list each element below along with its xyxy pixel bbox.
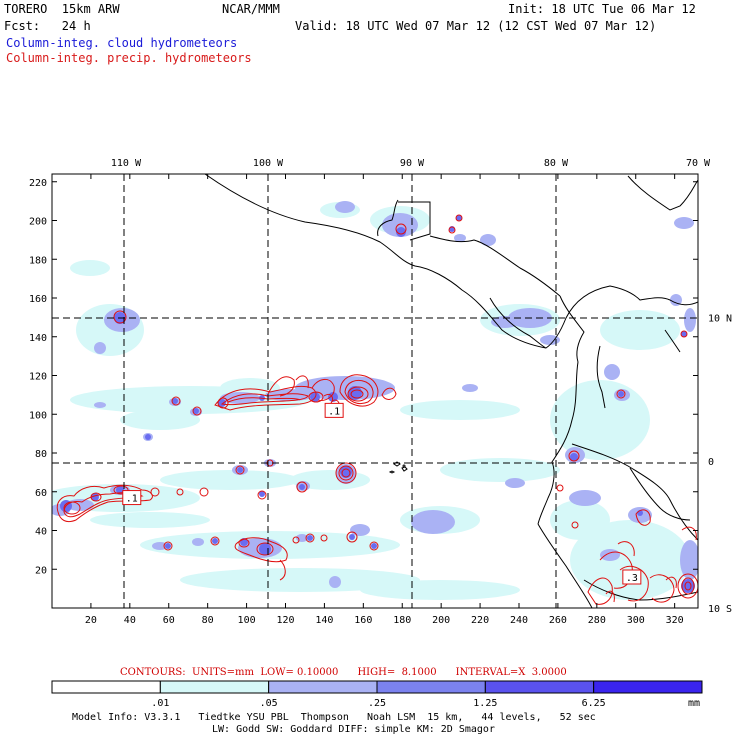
y-tick-label: 200 (29, 217, 47, 228)
plot-frame (51, 173, 699, 609)
colorbar-label: .25 (368, 698, 386, 709)
x-tick-label: 100 (238, 615, 256, 626)
y-tick-label: 60 (35, 488, 47, 499)
colorbar-unit: mm (688, 698, 700, 709)
contour-label-box (324, 402, 344, 418)
y-tick-label: 120 (29, 372, 47, 383)
init-time: Init: 18 UTC Tue 06 Mar 12 (508, 2, 696, 16)
x-tick-label: 40 (124, 615, 136, 626)
x-tick-label: 200 (432, 615, 450, 626)
forecast-hour: Fcst: 24 h (4, 19, 91, 33)
contour-label-box (122, 490, 142, 506)
physics-info: LW: Godd SW: Goddard DIFF: simple KM: 2D… (212, 724, 495, 735)
colorbar-label: .05 (260, 698, 278, 709)
colorbar-label: .01 (151, 698, 169, 709)
lon-label: 110 W (111, 158, 142, 169)
x-tick-label: 140 (315, 615, 333, 626)
lon-label: 90 W (400, 158, 425, 169)
colorbar-segment (593, 680, 703, 694)
y-tick-label: 100 (29, 410, 47, 421)
model-title: TORERO 15km ARW (4, 2, 120, 16)
x-tick-label: 180 (393, 615, 411, 626)
contour-info: CONTOURS: UNITS=mm LOW= 0.10000 HIGH= 8.… (120, 667, 567, 678)
y-tick-label: 20 (35, 565, 47, 576)
colorbar-segment (51, 680, 161, 694)
valid-time: Valid: 18 UTC Wed 07 Mar 12 (12 CST Wed … (295, 19, 657, 33)
x-tick-label: 240 (510, 615, 528, 626)
x-tick-label: 220 (471, 615, 489, 626)
lat-label: 10 N (708, 313, 732, 324)
colorbar-segment (376, 680, 486, 694)
colorbar-segment (159, 680, 270, 694)
graticule (52, 174, 698, 608)
contour-label-box (622, 569, 642, 585)
y-tick-label: 180 (29, 255, 47, 266)
colorbar-label: 1.25 (473, 698, 497, 709)
y-tick-label: 140 (29, 333, 47, 344)
model-info: Model Info: V3.3.1 Tiedtke YSU PBL Thomp… (72, 712, 596, 723)
colorbar: .01 .05 .25 1.25 6.25 mm (51, 680, 703, 709)
colorbar-segment (268, 680, 378, 694)
legend-precip: Column-integ. precip. hydrometeors (6, 51, 252, 65)
lat-label: 0 (708, 457, 714, 468)
y-tick-label: 220 (29, 178, 47, 189)
x-tick-label: 80 (202, 615, 214, 626)
x-tick-label: 280 (588, 615, 606, 626)
lon-label: 70 W (686, 158, 711, 169)
x-tick-label: 160 (354, 615, 372, 626)
legend-cloud: Column-integ. cloud hydrometeors (6, 36, 238, 50)
lon-label: 80 W (544, 158, 569, 169)
x-tick-label: 120 (276, 615, 294, 626)
axes: 20 40 60 80 100 120 140 160 180 200 220 240 260 280 30… (29, 158, 732, 626)
contour-label: .3 (626, 573, 638, 584)
lon-label: 100 W (253, 158, 284, 169)
x-tick-label: 60 (163, 615, 175, 626)
x-tick-label: 300 (627, 615, 645, 626)
y-tick-label: 40 (35, 527, 47, 538)
colorbar-label: 6.25 (582, 698, 606, 709)
y-tick-label: 80 (35, 449, 47, 460)
contour-label: .1 (328, 406, 340, 417)
precip-contours (56, 214, 698, 605)
colorbar-segment (484, 680, 595, 694)
y-tick-label: 160 (29, 294, 47, 305)
x-tick-label: 20 (85, 615, 97, 626)
org-label: NCAR/MMM (222, 2, 280, 16)
contour-labels: .1 .1 .3 (122, 402, 642, 585)
lat-label: 10 S (708, 604, 732, 615)
contour-label: .1 (126, 494, 138, 505)
x-tick-label: 320 (666, 615, 684, 626)
x-tick-label: 260 (549, 615, 567, 626)
